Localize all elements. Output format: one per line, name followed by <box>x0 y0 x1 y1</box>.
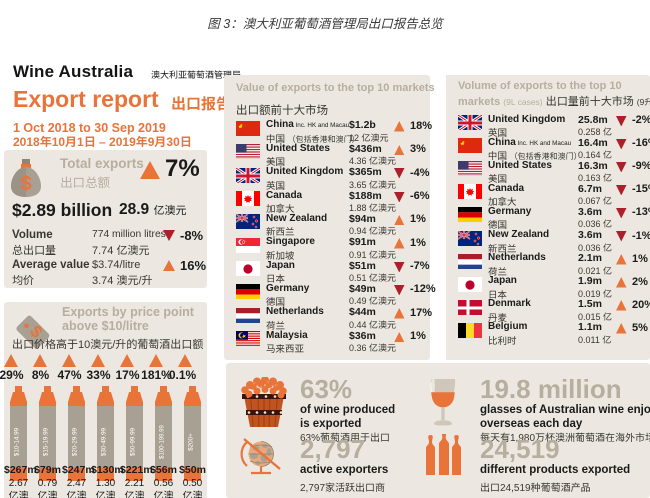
svg-text:$15-19.99: $15-19.99 <box>43 427 50 456</box>
svg-text:$200+: $200+ <box>188 433 195 451</box>
svg-text:$30-49.99: $30-49.99 <box>101 427 108 456</box>
svg-text:$50-99.99: $50-99.99 <box>130 427 137 456</box>
svg-text:$100-199.99: $100-199.99 <box>160 424 166 458</box>
svg-text:$20-29.99: $20-29.99 <box>72 427 79 456</box>
svg-text:$: $ <box>20 173 31 195</box>
svg-text:$10-14.99: $10-14.99 <box>14 427 21 456</box>
